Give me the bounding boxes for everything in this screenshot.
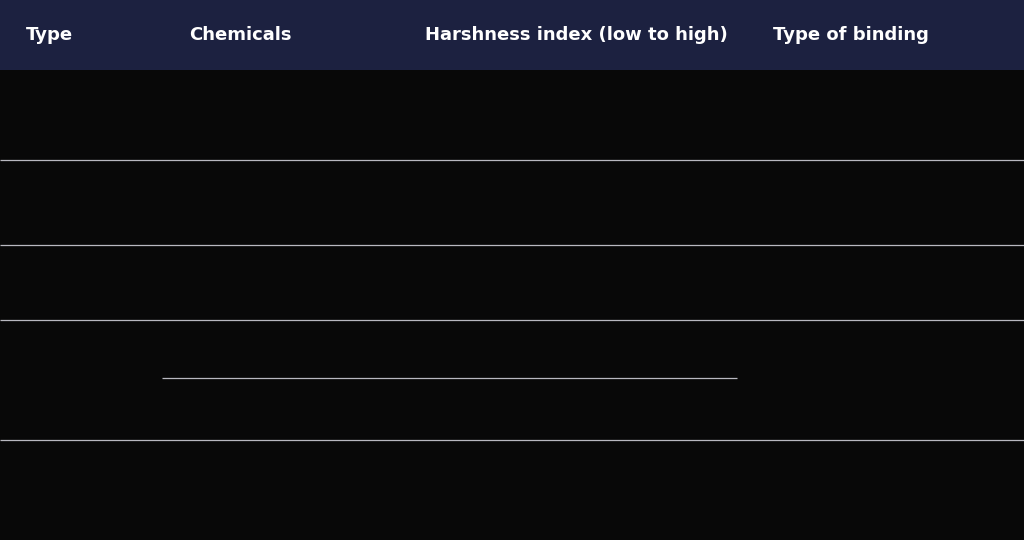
Text: Type: Type xyxy=(26,26,73,44)
Text: Chemicals: Chemicals xyxy=(189,26,292,44)
Bar xyxy=(0,0,1024,70)
Text: Harshness index (low to high): Harshness index (low to high) xyxy=(425,26,728,44)
Text: Type of binding: Type of binding xyxy=(773,26,929,44)
